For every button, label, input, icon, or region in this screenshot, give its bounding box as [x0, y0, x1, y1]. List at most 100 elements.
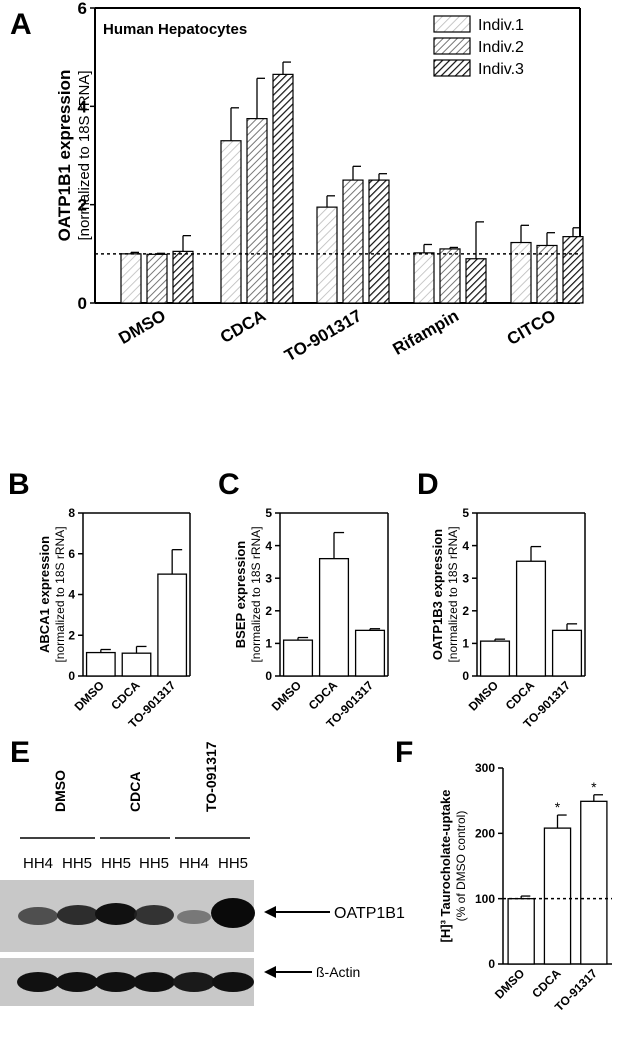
- bar: [479, 640, 511, 677]
- y-tick-label: 5: [462, 506, 469, 520]
- blot-band: [212, 972, 254, 992]
- panel-letter-c: C: [218, 468, 240, 501]
- bar: [354, 629, 386, 677]
- bar: [85, 651, 116, 677]
- y-tick-label: 4: [462, 539, 469, 553]
- blot-lane-label: HH5: [101, 855, 131, 872]
- blot-band: [95, 972, 137, 992]
- y-tick-label: 2: [265, 604, 272, 618]
- y-tick-label: 0: [462, 669, 469, 683]
- bar: [543, 827, 572, 965]
- chart-a: 0 2 4 6 OATP1B1 expression [normalized to 18S…: [55, 0, 584, 365]
- bar: [413, 252, 435, 304]
- western-blot: DMSO CDCA TO-091317 HH4 HH5 HH5 HH5 HH4 …: [0, 741, 405, 1006]
- bar: [439, 248, 461, 304]
- blot-band: [95, 903, 137, 925]
- bar: [465, 258, 487, 304]
- category-label: Rifampin: [390, 306, 462, 359]
- blot-band: [211, 898, 255, 928]
- bar: [272, 73, 294, 304]
- y-axis-label: [H]³ Taurocholate-uptake: [438, 790, 453, 943]
- y-tick-label: 2: [68, 628, 75, 642]
- y-tick-label: 3: [265, 571, 272, 585]
- y-axis-label: ABCA1 expression: [37, 536, 52, 653]
- bar: [121, 652, 152, 677]
- y-tick-label: 4: [68, 588, 75, 602]
- y-tick-label: 2: [78, 196, 87, 215]
- bar: [172, 250, 194, 304]
- y-tick-label: 3: [462, 571, 469, 585]
- category-label: TO-901317: [281, 306, 365, 365]
- bar: [282, 639, 314, 677]
- bar: [120, 253, 142, 304]
- y-axis-label: [normalized to 18S rRNA]: [249, 526, 263, 662]
- blot-lane-label: HH4: [179, 855, 209, 872]
- y-axis-label: BSEP expression: [233, 541, 248, 648]
- bar: [318, 557, 350, 677]
- category-label: DMSO: [269, 678, 304, 713]
- y-tick-label: 0: [68, 669, 75, 683]
- blot-lane-label: HH5: [62, 855, 92, 872]
- blot-lane-label: HH5: [218, 855, 248, 872]
- y-tick-label: 100: [475, 892, 495, 906]
- bar: [551, 629, 583, 677]
- y-tick-label: 5: [265, 506, 272, 520]
- category-label: DMSO: [115, 306, 169, 348]
- panel-letter-b: B: [8, 468, 30, 501]
- chart-title: Human Hepatocytes: [103, 21, 247, 38]
- blot-lane-label: HH5: [139, 855, 169, 872]
- bar: [316, 206, 338, 304]
- legend-label: Indiv.2: [478, 39, 524, 56]
- blot-band: [17, 972, 59, 992]
- category-label: DMSO: [466, 678, 501, 713]
- y-axis-label: [normalized to 18S rRNA]: [53, 526, 67, 662]
- chart-c: 0 1 2 3 4 5 BSEP expression [normalized to 18S …: [233, 506, 389, 731]
- legend-swatch: [433, 15, 471, 33]
- arrow-icon: [264, 966, 276, 978]
- panel-letter-a: A: [10, 8, 32, 41]
- y-tick-label: 2: [462, 604, 469, 618]
- y-tick-label: 6: [68, 547, 75, 561]
- bar: [562, 236, 584, 304]
- chart-f: 0 100 200 300 [H]³ Taurocholate-uptake (% of …: [438, 761, 612, 1014]
- y-tick-label: 0: [488, 957, 495, 971]
- category-label: DMSO: [72, 678, 107, 713]
- bar: [515, 560, 547, 677]
- bar: [342, 179, 364, 304]
- y-axis-label: [normalized to 18S rRNA]: [76, 70, 93, 240]
- blot-band: [177, 910, 211, 924]
- legend-swatch: [433, 59, 471, 77]
- blot-band: [134, 905, 174, 925]
- arrow-icon: [264, 906, 276, 918]
- chart-b: 0 2 4 6 8 ABCA1 expression [normalized to 18S …: [37, 506, 191, 731]
- bar: [368, 179, 390, 304]
- bar: [580, 800, 608, 965]
- category-label: CITCO: [504, 306, 559, 349]
- y-axis-label: [normalized to 18S rRNA]: [446, 526, 460, 662]
- legend-label: Indiv.3: [478, 61, 524, 78]
- significance-marker: *: [555, 799, 561, 815]
- blot-group-label: TO-091317: [203, 741, 219, 812]
- y-tick-label: 0: [78, 294, 87, 313]
- y-tick-label: 200: [475, 827, 495, 841]
- blot-group-label: DMSO: [52, 770, 68, 812]
- blot-band: [56, 972, 98, 992]
- bar: [507, 898, 535, 965]
- bar: [510, 241, 532, 304]
- category-label: CDCA: [306, 678, 341, 713]
- y-tick-label: 8: [68, 506, 75, 520]
- panel-letter-e: E: [10, 736, 30, 769]
- legend-swatch: [433, 37, 471, 55]
- y-tick-label: 0: [265, 669, 272, 683]
- blot-band: [18, 907, 58, 925]
- bar: [536, 244, 558, 304]
- y-axis-label: OATP1B1 expression: [55, 70, 74, 242]
- blot-band: [57, 905, 99, 925]
- category-label: CDCA: [108, 678, 143, 713]
- blot-band: [133, 972, 175, 992]
- significance-marker: *: [591, 779, 597, 795]
- category-label: CDCA: [503, 678, 538, 713]
- y-axis-label: (% of DMSO control): [454, 811, 468, 922]
- panel-letter-f: F: [395, 736, 413, 769]
